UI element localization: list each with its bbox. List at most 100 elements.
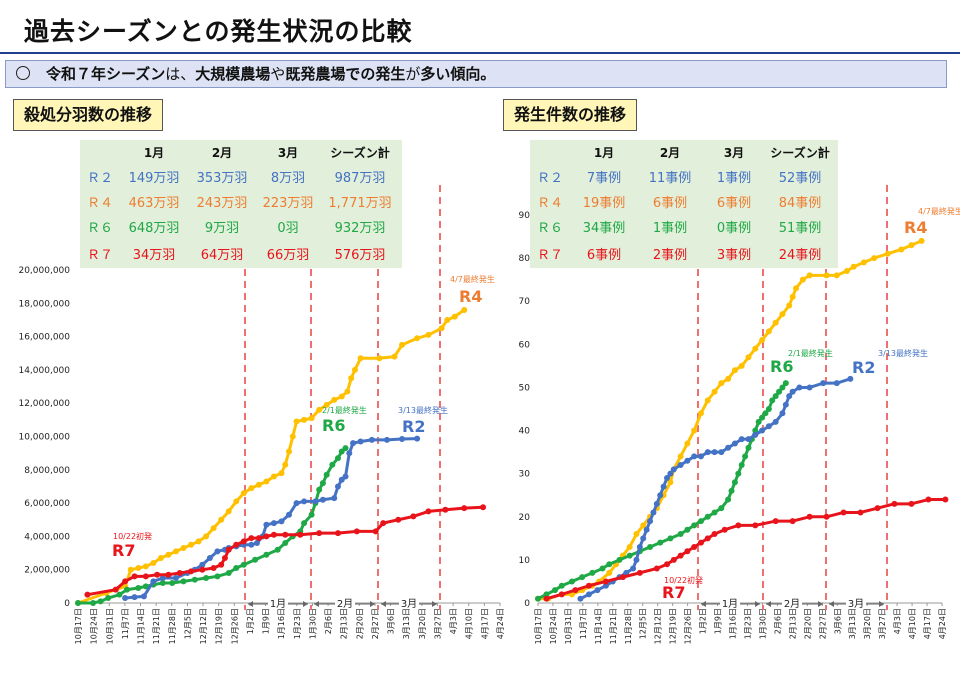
data-point-R4: [203, 533, 210, 540]
data-point-R6: [75, 600, 81, 606]
data-point-R2: [796, 384, 803, 391]
data-point-R2: [779, 410, 786, 417]
data-point-R6: [240, 561, 247, 568]
data-point-R2: [633, 556, 640, 563]
data-point-R4: [667, 479, 674, 486]
data-point-R7: [704, 535, 711, 542]
table-cell-R2: 52事例: [779, 171, 822, 186]
data-point-R7: [480, 504, 487, 511]
x-tick-label: 11月7日: [579, 608, 588, 639]
arrow-head-icon: [829, 601, 834, 607]
data-point-R7: [188, 568, 195, 575]
data-point-R4: [293, 418, 300, 425]
data-point-R4: [282, 461, 289, 468]
month-label: 2月: [784, 598, 800, 610]
x-tick-label: 4月3日: [449, 608, 458, 634]
data-point-R4: [704, 397, 711, 404]
data-point-R6: [558, 582, 565, 589]
data-point-R4: [399, 341, 406, 348]
data-point-R7: [942, 496, 949, 503]
table-cell-R7: 6事例: [587, 248, 621, 263]
x-tick-label: 11月21日: [152, 608, 161, 644]
table-header-cell: 3月: [278, 146, 298, 160]
data-point-R6: [105, 595, 112, 602]
arrow-head-icon: [701, 601, 706, 607]
data-point-R2: [711, 449, 718, 456]
data-point-R6: [626, 552, 633, 559]
y-tick-label: 20,000,000: [18, 266, 70, 276]
table-cell-R4: 19事例: [583, 196, 626, 211]
table-cell-R4: 84事例: [779, 196, 822, 211]
data-point-R2: [718, 449, 725, 456]
data-point-R6: [711, 509, 718, 516]
summary-emphasis-3: 多い傾向。: [420, 65, 496, 83]
y-tick-label: 14,000,000: [18, 366, 70, 376]
series-line-R6: [78, 447, 347, 605]
data-point-R4: [850, 263, 857, 270]
data-point-R4: [461, 306, 468, 313]
data-point-R2: [331, 495, 338, 502]
data-point-R2: [820, 380, 827, 387]
data-point-R6: [203, 575, 210, 582]
left-chart-title: 殺処分羽数の推移: [13, 99, 164, 131]
series-label-R7: R7: [112, 541, 135, 560]
data-point-R2: [752, 431, 759, 438]
summary-table-bg: [80, 140, 402, 268]
x-tick-label: 12月12日: [199, 608, 208, 644]
x-tick-label: 3月6日: [387, 608, 396, 634]
data-point-R2: [697, 453, 704, 460]
data-point-R7: [240, 538, 247, 545]
data-point-R4: [871, 255, 878, 262]
data-point-R6: [697, 518, 704, 525]
arrow-head-icon: [248, 601, 253, 607]
data-point-R7: [353, 528, 360, 535]
data-point-R6: [169, 580, 176, 587]
month-label: 2月: [337, 598, 353, 610]
data-point-R7: [165, 571, 172, 578]
data-point-R4: [725, 375, 732, 382]
y-tick-label: 30: [519, 470, 531, 480]
data-point-R4: [731, 367, 738, 374]
x-tick-label: 2月20日: [803, 608, 812, 639]
x-tick-label: 11月28日: [168, 608, 177, 644]
data-point-R4: [759, 337, 766, 344]
data-point-R6: [142, 583, 149, 590]
data-point-R2: [334, 483, 341, 490]
data-point-R6: [667, 535, 674, 542]
data-point-R4: [286, 448, 292, 455]
data-point-R7: [925, 496, 932, 503]
data-point-R2: [172, 575, 179, 582]
series-note-R6: 2/1最終発生: [788, 348, 833, 358]
data-point-R6: [735, 470, 742, 477]
data-point-R7: [410, 513, 417, 520]
x-tick-label: 12月26日: [684, 608, 693, 644]
data-point-R7: [653, 565, 660, 572]
series-line-R4: [77, 308, 466, 605]
data-point-R4: [626, 543, 633, 550]
table-cell-R2: Ｒ２: [537, 171, 563, 186]
series-label-R7: R7: [662, 583, 685, 602]
x-tick-label: 10月24日: [549, 608, 558, 644]
series-line-R2: [579, 377, 851, 601]
month-label: 1月: [270, 598, 286, 610]
x-tick-label: 4月24日: [496, 608, 505, 639]
x-tick-label: 12月19日: [215, 608, 224, 644]
data-point-R4: [323, 401, 330, 408]
data-point-R2: [577, 595, 584, 602]
data-point-R2: [670, 466, 677, 473]
data-point-R2: [657, 492, 664, 499]
data-point-R2: [159, 575, 166, 582]
table-cell-R6: 648万羽: [129, 221, 180, 236]
data-point-R6: [316, 486, 323, 493]
data-point-R7: [585, 582, 592, 589]
data-point-R6: [116, 591, 123, 598]
series-note-R6: 2/1最終発生: [322, 405, 367, 415]
summary-emphasis-2: 既発農場での発生: [285, 65, 406, 83]
arrow-head-icon: [755, 601, 760, 607]
x-tick-label: 12月19日: [669, 608, 678, 644]
table-cell-R6: 51事例: [779, 221, 822, 236]
data-point-R7: [908, 500, 915, 507]
data-point-R7: [142, 573, 149, 580]
data-point-R2: [263, 521, 270, 528]
x-tick-label: 3月27日: [878, 608, 887, 639]
